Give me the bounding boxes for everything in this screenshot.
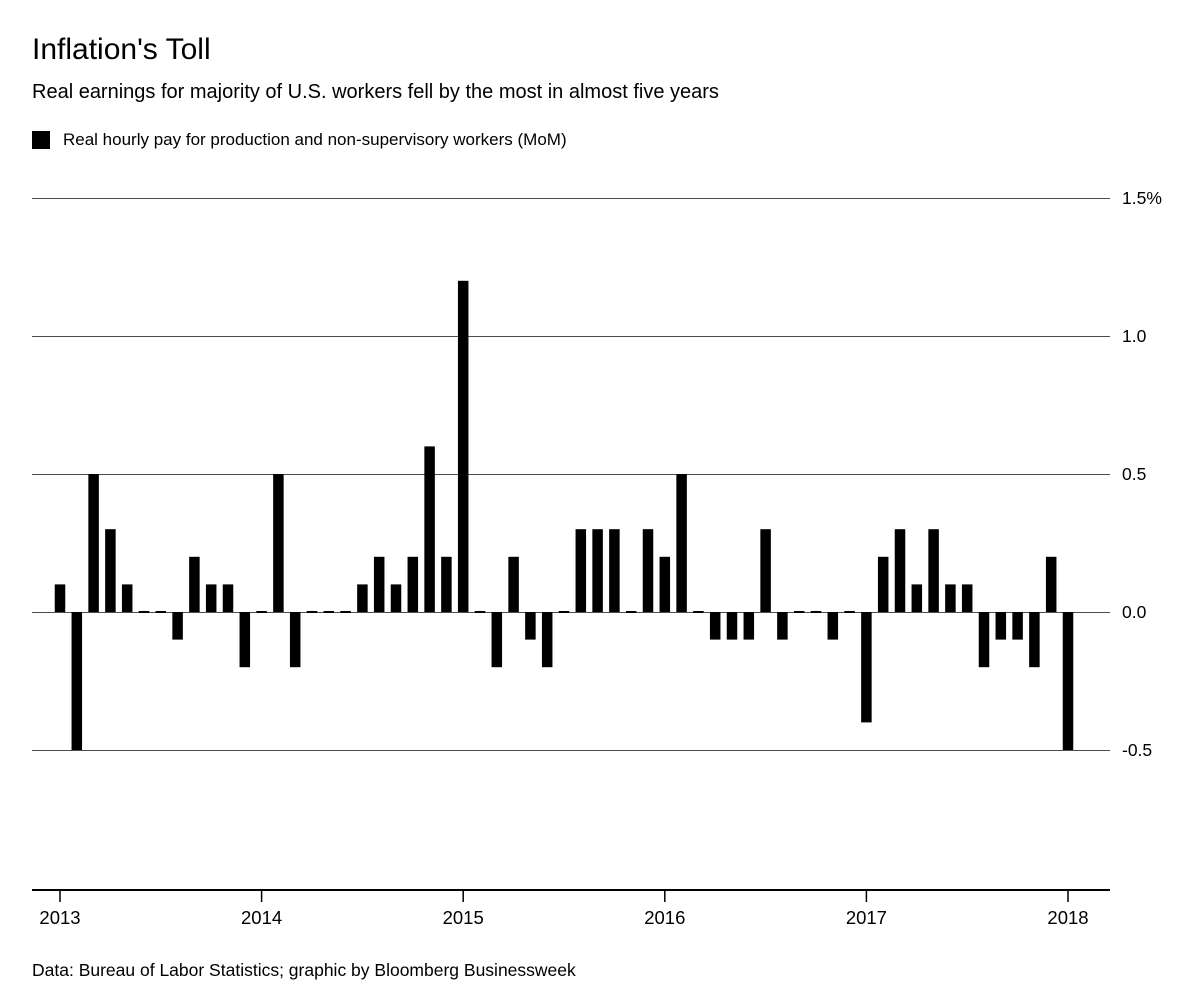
bar [189, 556, 200, 612]
bar [273, 474, 284, 612]
x-axis-label: 2015 [443, 907, 484, 928]
bar [457, 280, 469, 612]
bar [1012, 612, 1023, 640]
legend-swatch-icon [32, 131, 50, 149]
bar [239, 612, 251, 668]
bar [911, 584, 923, 612]
bar [205, 584, 217, 612]
bar [1029, 612, 1040, 668]
bar [575, 529, 587, 612]
bar [961, 584, 973, 612]
x-axis-label: 2013 [39, 907, 80, 928]
y-axis-label: 0.5 [1122, 464, 1146, 484]
x-axis-label: 2016 [644, 907, 685, 928]
bar [407, 556, 419, 612]
bar [760, 529, 771, 612]
bar [474, 611, 486, 613]
bar [743, 612, 755, 640]
bar [373, 556, 385, 612]
bar [306, 611, 318, 613]
y-axis-label: 1.0 [1122, 326, 1147, 346]
bar [642, 529, 654, 612]
bar [894, 529, 906, 612]
bar [726, 612, 738, 640]
bar [995, 612, 1007, 640]
x-axis-label: 2017 [846, 907, 887, 928]
bar [1062, 612, 1074, 750]
bar [676, 474, 687, 612]
bar [424, 446, 435, 612]
bar [1045, 556, 1057, 612]
bar [844, 611, 855, 613]
bar [54, 584, 66, 612]
bar [155, 611, 167, 613]
page-title: Inflation's Toll [32, 33, 211, 66]
bar [256, 611, 267, 613]
x-axis-label: 2014 [241, 907, 282, 928]
bar [558, 611, 570, 613]
bar [541, 612, 553, 668]
bar [592, 529, 603, 612]
source-note: Data: Bureau of Labor Statistics; graphi… [32, 960, 576, 980]
y-axis-label: -0.5 [1122, 740, 1152, 760]
y-axis-label: 0.0 [1122, 602, 1147, 622]
bar [357, 584, 368, 612]
bar [340, 611, 351, 613]
bar [793, 611, 805, 613]
bar [945, 584, 956, 612]
legend: Real hourly pay for production and non-s… [32, 130, 1168, 150]
bar [810, 611, 822, 613]
bar [88, 474, 99, 612]
bar [709, 612, 721, 640]
x-axis-label: 2018 [1047, 907, 1088, 928]
bar [777, 612, 788, 640]
bar [609, 529, 620, 612]
bar [508, 556, 519, 612]
page-subtitle: Real earnings for majority of U.S. worke… [32, 81, 719, 103]
bar [861, 612, 872, 723]
bar [71, 612, 83, 750]
bar [138, 611, 150, 613]
bar-chart: 1.5% 1.0 0.5 0.0 -0.5 2013 2014 2015 2016 2017 201… [32, 188, 1162, 928]
bar [693, 611, 704, 613]
bar [525, 612, 536, 640]
bar [222, 584, 234, 612]
bar [289, 612, 301, 668]
bar [827, 612, 839, 640]
bar [625, 611, 637, 613]
bar [491, 612, 503, 668]
legend-label: Real hourly pay for production and non-s… [63, 130, 567, 149]
bar [172, 612, 183, 640]
bar [121, 584, 133, 612]
bar [390, 584, 402, 612]
bar [323, 611, 335, 613]
bar [441, 556, 452, 612]
bar [928, 529, 939, 612]
bar [659, 556, 671, 612]
y-axis-label: 1.5% [1122, 188, 1162, 208]
bar [877, 556, 889, 612]
bar [105, 529, 116, 612]
bar [978, 612, 990, 668]
